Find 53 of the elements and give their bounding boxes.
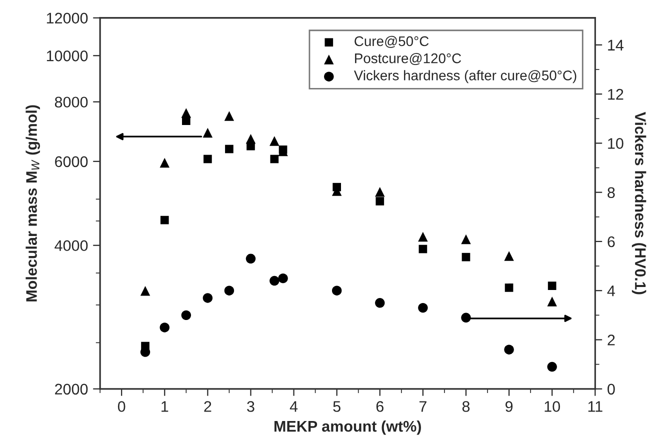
- y2-tick-label: 0: [608, 384, 615, 395]
- x-tick-label: 9: [506, 401, 513, 412]
- point: [462, 252, 470, 262]
- y-axis-title: Molecular mass M$_{W}$ (g/mol): [26, 105, 40, 302]
- x-tick-label: 4: [290, 401, 298, 412]
- y-tick-label: 10000: [46, 50, 88, 62]
- y2-tick-label: 8: [608, 187, 615, 198]
- point: [418, 244, 428, 254]
- x-tick-label: 0: [118, 401, 126, 412]
- point: [504, 251, 514, 261]
- x-tick-label: 1: [162, 401, 168, 412]
- point: [140, 286, 150, 296]
- x-tick-label: 3: [247, 401, 254, 412]
- x-tick-label: 5: [333, 401, 340, 412]
- y-tick-label: 12000: [46, 12, 88, 24]
- point: [246, 134, 256, 144]
- point: [504, 284, 514, 292]
- x-tick-label: 8: [462, 401, 470, 412]
- point: [202, 128, 213, 138]
- y2-tick-label: 6: [608, 236, 615, 248]
- y-tick-label: 4000: [54, 240, 88, 252]
- x-tick-label: 7: [419, 401, 426, 412]
- legend-label: Cure@50°C: [354, 36, 429, 48]
- x-tick-label: 6: [376, 401, 384, 412]
- y2-tick-label: 2: [608, 334, 615, 346]
- y-tick-label: 8000: [54, 96, 88, 108]
- x-tick-label: 2: [204, 401, 212, 412]
- y2-tick-label: 4: [607, 286, 615, 296]
- y-tick-label: 2000: [55, 384, 88, 395]
- legend-label: Vickers hardness (after cure@50°C): [354, 70, 576, 84]
- point: [548, 282, 556, 290]
- y2-axis-title: Vickers hardness (HV0.1): [632, 112, 646, 294]
- x-axis-title: MEKP amount (wt%): [274, 420, 421, 435]
- y2-tick-label: 14: [608, 40, 624, 50]
- point: [204, 154, 212, 164]
- point: [375, 186, 385, 197]
- point: [547, 296, 557, 306]
- point: [225, 144, 234, 154]
- point: [418, 232, 428, 242]
- point: [376, 197, 384, 206]
- y2-tick-label: 12: [608, 88, 624, 100]
- point: [160, 158, 170, 168]
- point: [181, 108, 192, 118]
- point: [270, 136, 280, 146]
- legend-label: Postcure@120°C: [355, 53, 462, 66]
- point: [160, 216, 169, 224]
- x-tick-label: 11: [588, 401, 602, 412]
- point: [270, 154, 279, 164]
- y-tick-label: 6000: [55, 156, 88, 168]
- x-tick-label: 10: [544, 401, 560, 412]
- y2-tick-label: 10: [608, 138, 624, 149]
- point: [224, 111, 234, 121]
- point: [461, 234, 471, 244]
